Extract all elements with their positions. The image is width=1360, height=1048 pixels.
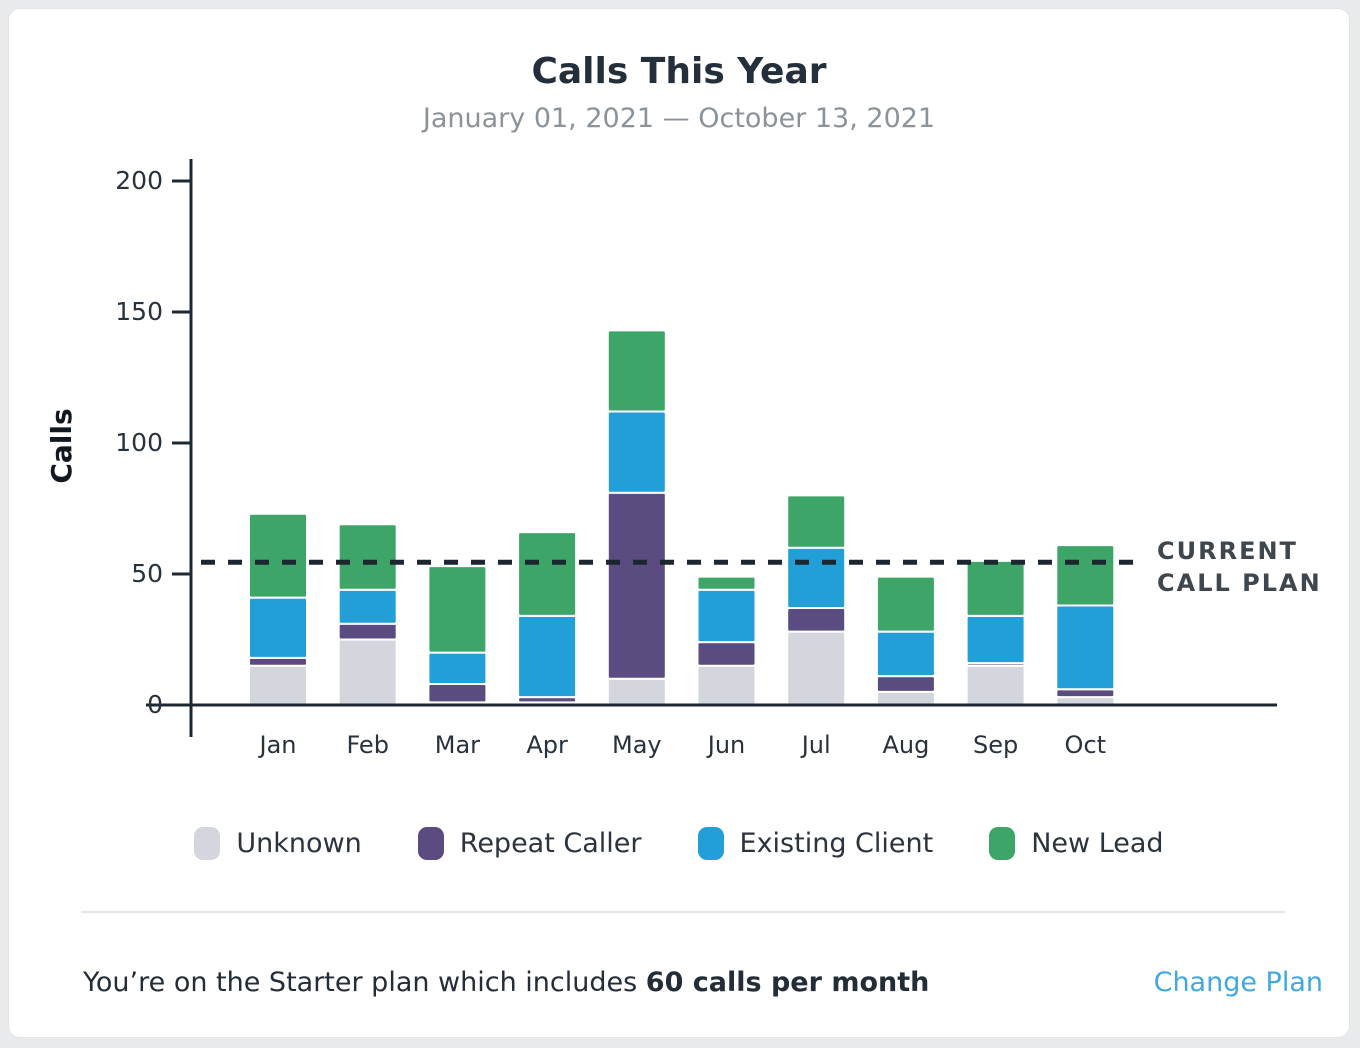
x-tick-label-feb: Feb xyxy=(346,731,389,759)
footer: You’re on the Starter plan which include… xyxy=(83,955,1323,1009)
legend-label: New Lead xyxy=(1031,828,1164,859)
bar-segment-jul-existing-client[interactable] xyxy=(786,546,847,610)
bar-segment-may-unknown[interactable] xyxy=(606,677,667,706)
current-plan-label: CALL PLAN xyxy=(1157,569,1322,597)
bar-segment-jan-existing-client[interactable] xyxy=(248,596,308,659)
x-tick-label-mar: Mar xyxy=(435,731,480,759)
calls-stacked-bar-chart: Jan Feb Mar Apr May Jun Jul Aug Sep Oct 0 50 100 150 2… xyxy=(45,159,1322,759)
bar-segment-apr-existing-client[interactable] xyxy=(517,614,578,699)
bar-segment-jul-repeat-caller[interactable] xyxy=(786,607,847,633)
x-tick-label-jul: Jul xyxy=(800,731,831,759)
legend-item-repeat-caller[interactable]: Repeat Caller xyxy=(417,827,642,860)
bar-segment-jun-existing-client[interactable] xyxy=(696,588,757,644)
bar-segment-sep-unknown[interactable] xyxy=(965,664,1026,707)
y-axis-title: Calls xyxy=(45,408,78,483)
y-tick-label: 100 xyxy=(115,428,163,457)
x-tick-label-oct: Oct xyxy=(1065,731,1107,759)
bar-segment-mar-existing-client[interactable] xyxy=(427,651,488,686)
x-tick-label-aug: Aug xyxy=(882,731,929,759)
bar-segment-jan-repeat-caller[interactable] xyxy=(248,656,308,667)
bar-segment-jan-new-lead[interactable] xyxy=(248,512,308,599)
bar-segment-jan-unknown[interactable] xyxy=(248,664,308,707)
bar-segment-oct-existing-client[interactable] xyxy=(1055,604,1116,691)
bar-segment-feb-existing-client[interactable] xyxy=(337,588,398,625)
chart-date-range: January 01, 2021 — October 13, 2021 xyxy=(422,103,936,134)
x-tick-label-apr: Apr xyxy=(526,731,568,759)
plan-summary-bold: 60 calls per month xyxy=(645,966,930,998)
change-plan-link[interactable]: Change Plan xyxy=(1153,966,1323,998)
bar-segment-feb-new-lead[interactable] xyxy=(337,523,398,591)
bar-segment-oct-new-lead[interactable] xyxy=(1055,544,1116,607)
bar-segment-aug-new-lead[interactable] xyxy=(875,575,936,633)
bar-segment-mar-repeat-caller[interactable] xyxy=(427,683,488,704)
bar-segment-aug-existing-client[interactable] xyxy=(875,630,936,678)
y-tick-label: 0 xyxy=(147,690,163,719)
legend-label: Existing Client xyxy=(739,828,934,859)
y-tick-label: 50 xyxy=(131,559,163,588)
legend-item-new-lead[interactable]: New Lead xyxy=(989,827,1164,860)
footer-divider xyxy=(81,911,1285,913)
bar-segment-sep-new-lead[interactable] xyxy=(965,559,1026,617)
x-tick-label-sep: Sep xyxy=(973,731,1018,759)
bar-segment-may-repeat-caller[interactable] xyxy=(606,491,667,680)
current-plan-label: CURRENT xyxy=(1157,537,1298,565)
legend-item-existing-client[interactable]: Existing Client xyxy=(697,827,934,860)
bar-segment-jun-repeat-caller[interactable] xyxy=(696,641,757,667)
y-tick-label: 200 xyxy=(115,166,163,195)
existing-client-swatch-icon xyxy=(697,827,724,860)
bar-segment-may-new-lead[interactable] xyxy=(606,329,667,413)
bar-segment-feb-unknown[interactable] xyxy=(337,638,398,706)
bar-segment-jul-unknown[interactable] xyxy=(786,630,847,707)
calls-report-card: Calls This Year January 01, 2021 — Octob… xyxy=(8,8,1350,1038)
repeat-caller-swatch-icon xyxy=(417,827,444,860)
y-tick-label: 150 xyxy=(115,297,163,326)
bar-segment-jul-new-lead[interactable] xyxy=(786,494,847,549)
legend-label: Repeat Caller xyxy=(459,828,642,859)
bar-segment-oct-repeat-caller[interactable] xyxy=(1055,688,1116,699)
plan-summary-text: You’re on the Starter plan which include… xyxy=(83,967,929,998)
legend-label: Unknown xyxy=(236,828,362,859)
legend-item-unknown[interactable]: Unknown xyxy=(194,827,362,860)
plan-summary-prefix: You’re on the Starter plan which include… xyxy=(83,966,646,998)
bar-segment-aug-repeat-caller[interactable] xyxy=(875,675,936,693)
bar-segment-may-existing-client[interactable] xyxy=(606,410,667,494)
bar-segment-feb-repeat-caller[interactable] xyxy=(337,622,398,641)
bar-segment-apr-new-lead[interactable] xyxy=(517,531,578,617)
x-tick-label-jan: Jan xyxy=(258,731,297,759)
bar-segment-jun-new-lead[interactable] xyxy=(696,575,757,591)
x-tick-label-jun: Jun xyxy=(706,731,746,759)
new-lead-swatch-icon xyxy=(989,827,1016,860)
chart-legend: Unknown Repeat Caller Existing Client Ne… xyxy=(9,827,1349,860)
bar-segment-sep-existing-client[interactable] xyxy=(965,614,1026,665)
unknown-swatch-icon xyxy=(194,827,221,860)
bar-segment-aug-unknown[interactable] xyxy=(875,690,936,707)
bar-segment-jun-unknown[interactable] xyxy=(696,664,757,707)
chart-title: Calls This Year xyxy=(531,51,827,92)
bar-segment-mar-new-lead[interactable] xyxy=(427,565,488,654)
x-tick-label-may: May xyxy=(612,731,662,759)
